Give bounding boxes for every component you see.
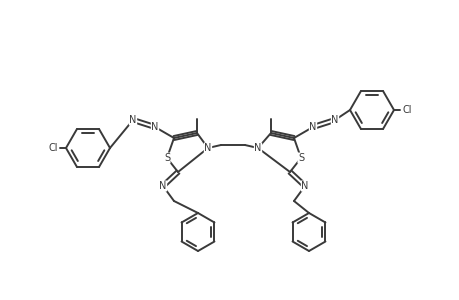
Text: Cl: Cl [401, 105, 411, 115]
Text: N: N [204, 143, 211, 153]
Text: N: N [159, 181, 166, 191]
Text: N: N [254, 143, 261, 153]
Text: N: N [151, 122, 158, 132]
Text: N: N [330, 115, 338, 125]
Text: N: N [129, 115, 136, 125]
Text: S: S [297, 153, 303, 163]
Text: N: N [308, 122, 316, 132]
Text: Cl: Cl [48, 143, 58, 153]
Text: N: N [301, 181, 308, 191]
Text: S: S [163, 153, 170, 163]
